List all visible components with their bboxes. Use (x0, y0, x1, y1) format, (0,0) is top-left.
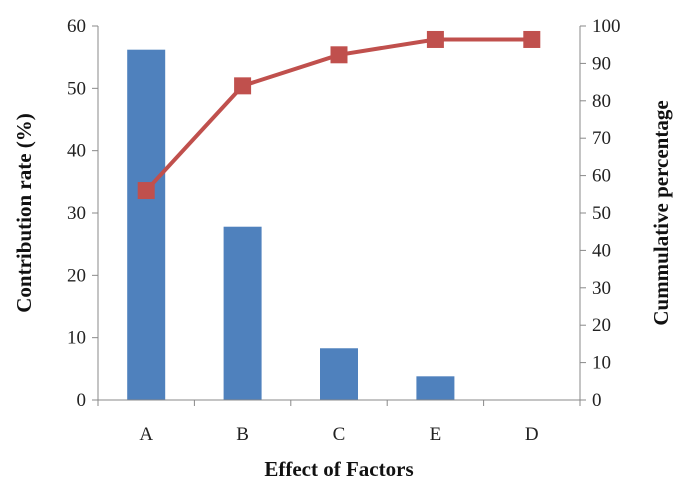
cumulative-point (138, 182, 155, 199)
y-tick-label: 0 (77, 390, 87, 411)
cumulative-point (427, 31, 444, 48)
y-tick-label: 30 (67, 203, 86, 224)
y-tick-label: 60 (67, 16, 86, 37)
y2-tick-label: 60 (592, 166, 611, 187)
cumulative-line-layer (138, 31, 541, 199)
x-tick-label: A (139, 424, 153, 445)
y2-tick-label: 80 (592, 91, 611, 112)
y-axis-title: Contribution rate (%) (12, 113, 36, 312)
contribution-bar (127, 50, 165, 400)
contribution-bar (416, 376, 454, 400)
y2-tick-label: 90 (592, 53, 611, 74)
y-tick-label: 10 (67, 328, 86, 349)
y2-tick-label: 20 (592, 315, 611, 336)
y2-tick-label: 40 (592, 240, 611, 261)
y2-tick-label: 30 (592, 278, 611, 299)
x-tick-label: C (333, 424, 346, 445)
contribution-bar (224, 227, 262, 400)
cumulative-point (234, 77, 251, 94)
cumulative-point (331, 46, 348, 63)
x-axis-title: Effect of Factors (264, 457, 413, 481)
x-tick-label: D (525, 424, 539, 445)
y2-tick-label: 100 (592, 16, 621, 37)
bars-layer (127, 50, 454, 400)
y2-tick-label: 10 (592, 353, 611, 374)
y-tick-label: 50 (67, 78, 86, 99)
y-tick-label: 20 (67, 265, 86, 286)
y2-tick-label: 0 (592, 390, 602, 411)
y2-tick-label: 50 (592, 203, 611, 224)
y2-axis-title: Cummulative percentage (649, 100, 673, 325)
y2-tick-label: 70 (592, 128, 611, 149)
contribution-bar (320, 348, 358, 400)
x-tick-label: E (430, 424, 442, 445)
cumulative-point (523, 31, 540, 48)
x-tick-label: B (236, 424, 249, 445)
axes-layer (98, 26, 580, 400)
y-tick-label: 40 (67, 141, 86, 162)
